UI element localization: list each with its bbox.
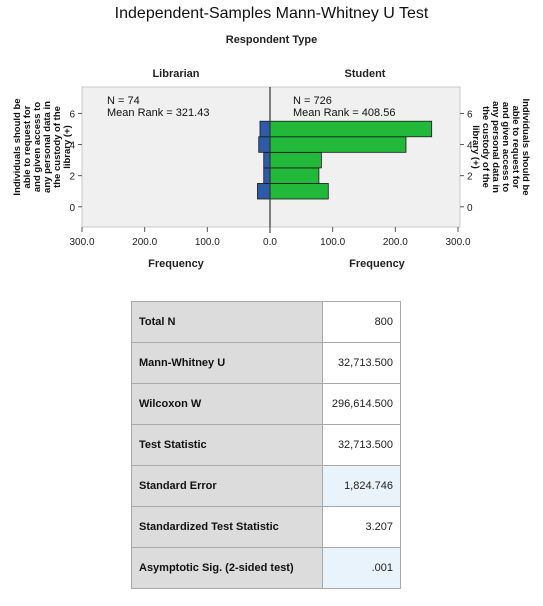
bar-student-2	[269, 167, 320, 184]
bar-librarian-3	[263, 151, 271, 169]
table-row: Asymptotic Sig. (2-sided test) .001	[131, 547, 401, 589]
x-tick-label-left: 200.0	[132, 237, 157, 248]
group-label-librarian: Librarian	[152, 68, 199, 80]
stat-value: 32,713.500	[322, 342, 401, 384]
table-row: Standardized Test Statistic 3.207	[131, 506, 401, 548]
x-axis-title-right: Frequency	[349, 258, 406, 270]
bar-librarian-4	[258, 136, 271, 153]
x-tick-label-left: 300.0	[69, 237, 94, 248]
bar-student-4	[269, 136, 407, 153]
y-tick-label-left: 2	[69, 172, 75, 183]
table-row: Wilcoxon W 296,614.500	[131, 383, 401, 425]
librarian-n-label: N = 74	[107, 95, 140, 107]
y-axis-title-line: any personal data in	[42, 101, 53, 193]
bar-librarian-5	[259, 120, 271, 138]
y-axis-title-line: the custody of the	[480, 106, 491, 188]
y-axis-title-line: able to request for	[510, 106, 521, 189]
x-tick-label-right: 100.0	[320, 237, 345, 248]
y-tick-label-right: 6	[467, 109, 473, 120]
y-axis-title-line: library (+)	[62, 125, 73, 169]
x-tick-label-right: 200.0	[383, 237, 408, 248]
y-axis-title-right: Individuals should beable to request for…	[470, 98, 531, 195]
stat-value: 296,614.500	[322, 383, 401, 425]
bar-student-1	[269, 183, 329, 200]
x-tick-label-left: 0.0	[263, 237, 277, 248]
stat-value: 1,824.746	[322, 465, 401, 507]
chart-title: Independent-Samples Mann-Whitney U Test	[114, 5, 429, 22]
left-panel-background	[81, 86, 271, 228]
y-axis-title-line: able to request for	[22, 105, 33, 188]
y-tick-label-left: 6	[69, 109, 75, 120]
bar-librarian-2	[263, 167, 271, 184]
stat-value: .001	[322, 547, 401, 589]
stat-label: Test Statistic	[131, 424, 323, 466]
y-tick-label-right: 0	[467, 203, 473, 214]
y-axis-title-line: any personal data in	[490, 101, 501, 193]
group-label-student: Student	[345, 68, 386, 80]
y-tick-label-right: 4	[467, 141, 473, 152]
x-axis-title-left: Frequency	[148, 258, 205, 270]
student-n-label: N = 726	[293, 95, 332, 107]
stat-label: Asymptotic Sig. (2-sided test)	[131, 547, 323, 589]
y-tick-label-left: 4	[69, 141, 75, 152]
bar-student-3	[269, 151, 322, 169]
y-axis-title-line: and given access to	[32, 102, 43, 192]
table-row: Total N 800	[131, 301, 401, 343]
y-axis-title-line: Individuals should be	[520, 98, 531, 195]
bar-student-5	[269, 120, 433, 138]
table-row: Test Statistic 32,713.500	[131, 424, 401, 466]
x-tick-label-right: 300.0	[445, 237, 470, 248]
y-axis-title-line: and given access to	[500, 102, 511, 192]
stat-value: 3.207	[322, 506, 401, 548]
x-tick-label-left: 100.0	[195, 237, 220, 248]
student-mean-rank-label: Mean Rank = 408.56	[293, 107, 395, 119]
y-axis-title-left: Individuals should beable to request for…	[12, 98, 73, 195]
stat-label: Standardized Test Statistic	[131, 506, 323, 548]
stat-label: Standard Error	[131, 465, 323, 507]
y-tick-label-right: 2	[467, 172, 473, 183]
librarian-mean-rank-label: Mean Rank = 321.43	[107, 107, 209, 119]
bar-librarian-1	[257, 183, 271, 200]
table-row: Standard Error 1,824.746	[131, 465, 401, 507]
test-statistics-table: Total N 800 Mann-Whitney U 32,713.500 Wi…	[131, 301, 401, 589]
y-tick-label-left: 0	[69, 203, 75, 214]
stat-label: Mann-Whitney U	[131, 342, 323, 384]
stat-value: 32,713.500	[322, 424, 401, 466]
y-axis-title-line: library (+)	[470, 125, 481, 169]
y-axis-title-line: Individuals should be	[12, 98, 23, 195]
y-axis-title-line: the custody of the	[52, 106, 63, 188]
stat-label: Total N	[131, 301, 323, 343]
chart-subtitle: Respondent Type	[225, 34, 318, 46]
stat-label: Wilcoxon W	[131, 383, 323, 425]
table-row: Mann-Whitney U 32,713.500	[131, 342, 401, 384]
stat-value: 800	[322, 301, 401, 343]
